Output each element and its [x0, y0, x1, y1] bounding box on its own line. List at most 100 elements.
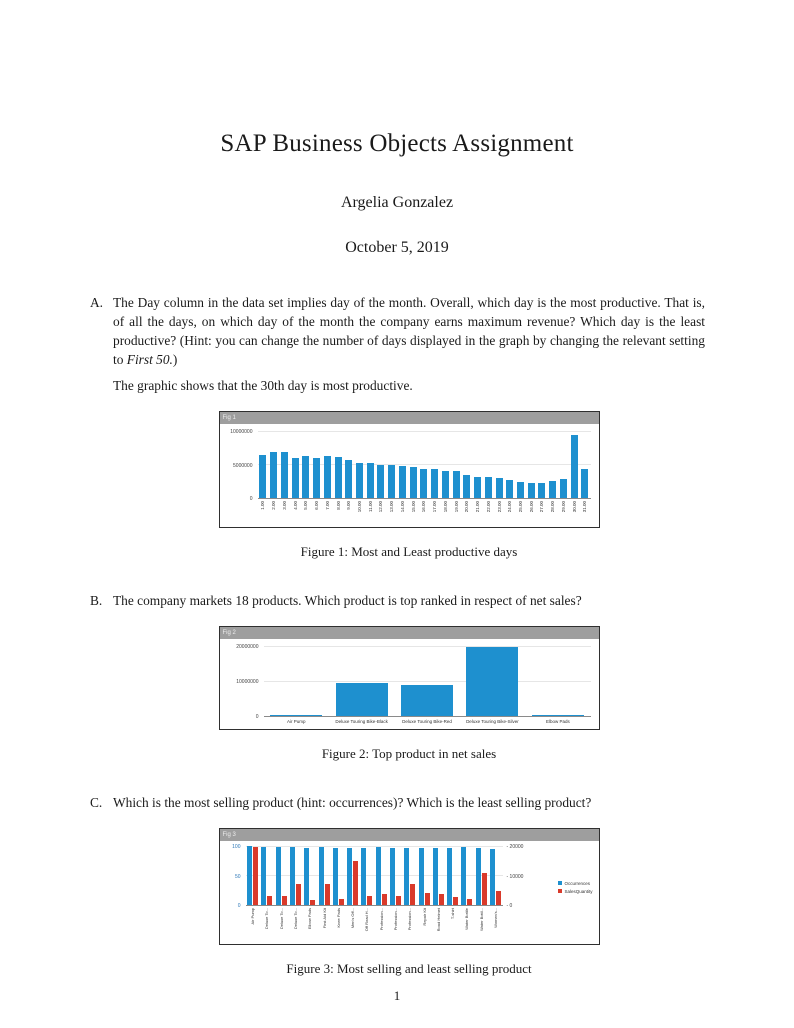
bar [467, 898, 473, 905]
bar [377, 464, 385, 498]
bar-group [311, 432, 322, 498]
bar-group [488, 847, 502, 905]
x-axis-label-text: Women's... [492, 908, 498, 928]
bar-group [388, 847, 402, 905]
bar [549, 480, 557, 498]
bar [395, 895, 401, 905]
x-axis-label-text: 10.00 [356, 501, 362, 513]
x-axis-label-text: Deluxe Touring Bike-Silver [466, 719, 519, 724]
bar-group [329, 647, 394, 716]
bars [264, 647, 591, 716]
figure-3: Fig 3 0 50 100 - 0 - 10000 - 20000 Air Pump Del… [113, 828, 705, 945]
legend-item: SalesQuantity [558, 889, 593, 894]
bar [489, 848, 495, 905]
bar [253, 846, 259, 905]
x-axis-label-text: 13.00 [389, 501, 395, 513]
bar [531, 715, 584, 716]
bar [267, 895, 273, 905]
legend-item: Occurrences [558, 881, 592, 886]
x-axis-label-text: 30.00 [571, 501, 577, 513]
question-c-label: C. [90, 795, 103, 810]
x-axis-label-text: Deluxe To... [278, 908, 284, 930]
chart-header-label: Fig 3 [222, 831, 236, 838]
bar-group [354, 432, 365, 498]
x-axis-label: 17.00 [429, 501, 440, 527]
x-axis-labels: Air Pump Deluxe To... Deluxe To... Deluxe T… [246, 908, 503, 944]
x-axis-label: 27.00 [537, 501, 548, 527]
bar-group [515, 432, 526, 498]
bar [481, 872, 487, 905]
x-axis-label-text: Water Bottl... [478, 908, 484, 931]
bar-group [268, 432, 279, 498]
bar [495, 477, 503, 498]
x-axis-label: 5.00 [300, 501, 311, 527]
x-axis-label-text: Deluxe To... [264, 908, 270, 930]
bar-group [537, 432, 548, 498]
y-axis-label: 0 [255, 714, 259, 720]
x-axis-label-text: T-shirt [450, 908, 456, 920]
bar [420, 469, 428, 498]
x-axis-label: Deluxe To... [260, 908, 274, 944]
bar-group [558, 432, 569, 498]
bar-group [374, 847, 388, 905]
bar [289, 847, 295, 905]
x-axis-labels: 1.00 2.00 3.00 4.00 5.00 6.00 7.00 8.00 9.00 10.0… [258, 501, 591, 527]
bar-group [331, 847, 345, 905]
question-a: A. The Day column in the data set implie… [90, 293, 705, 561]
x-axis-label: Men's Off... [345, 908, 359, 944]
y-axis-label: 10000000 [236, 679, 259, 685]
bar [291, 457, 299, 498]
x-axis-label: Water Bottl... [474, 908, 488, 944]
question-a-label: A. [90, 295, 104, 310]
bar [310, 899, 316, 905]
x-axis-label-text: 9.00 [346, 501, 352, 510]
question-c-body: Which is the most selling product (hint:… [113, 793, 705, 978]
x-axis-label: T-shirt [445, 908, 459, 944]
x-axis-label: Women's... [488, 908, 502, 944]
bar [463, 474, 471, 498]
chart-header-label: Fig 2 [222, 629, 236, 636]
x-axis-label: 15.00 [408, 501, 419, 527]
bar [418, 847, 424, 905]
bar [432, 847, 438, 905]
legend-swatch [558, 881, 563, 885]
x-axis-label: 10.00 [354, 501, 365, 527]
question-a-text-main: The Day column in the data set implies d… [113, 295, 705, 367]
x-axis-labels: Air Pump Deluxe Touring Bike-Black Deluxe … [264, 719, 591, 729]
x-axis-label: 2.00 [268, 501, 279, 527]
x-axis-label: Air Pump [246, 908, 260, 944]
question-c-text: Which is the most selling product (hint:… [113, 795, 592, 810]
x-axis-label: Air Pump [264, 719, 329, 729]
y-axis-label-right: - 20000 [506, 844, 524, 850]
x-axis-label-text: 6.00 [314, 501, 320, 510]
x-axis-label: Profession... [403, 908, 417, 944]
bar-group [264, 647, 329, 716]
x-axis-label: 26.00 [526, 501, 537, 527]
y-axis-label: 0 [237, 903, 241, 909]
bar-group [403, 847, 417, 905]
y-axis-label: 50 [234, 873, 241, 880]
bar [527, 483, 535, 498]
bar-group [343, 432, 354, 498]
bar-group [445, 847, 459, 905]
x-axis-label-text: 3.00 [281, 501, 287, 510]
bar-group [394, 647, 459, 716]
bar [431, 468, 439, 498]
bar [453, 897, 459, 905]
x-axis-label: 24.00 [504, 501, 515, 527]
x-axis-label-text: Air Pump [250, 908, 256, 925]
chart-header: Fig 1 [219, 412, 599, 424]
bar [361, 847, 367, 905]
bar [474, 476, 482, 498]
bar [388, 464, 396, 498]
bar [366, 462, 374, 498]
x-axis-label-text: Deluxe Touring Bike-Red [402, 719, 452, 724]
bar [313, 457, 321, 498]
x-axis-label: 9.00 [343, 501, 354, 527]
bar [461, 847, 467, 905]
x-axis-label: 25.00 [515, 501, 526, 527]
x-axis-label: Elbow Pads [525, 719, 590, 729]
bar-group [246, 846, 260, 905]
bar-group [417, 847, 431, 905]
x-axis-label-text: 2.00 [271, 501, 277, 510]
